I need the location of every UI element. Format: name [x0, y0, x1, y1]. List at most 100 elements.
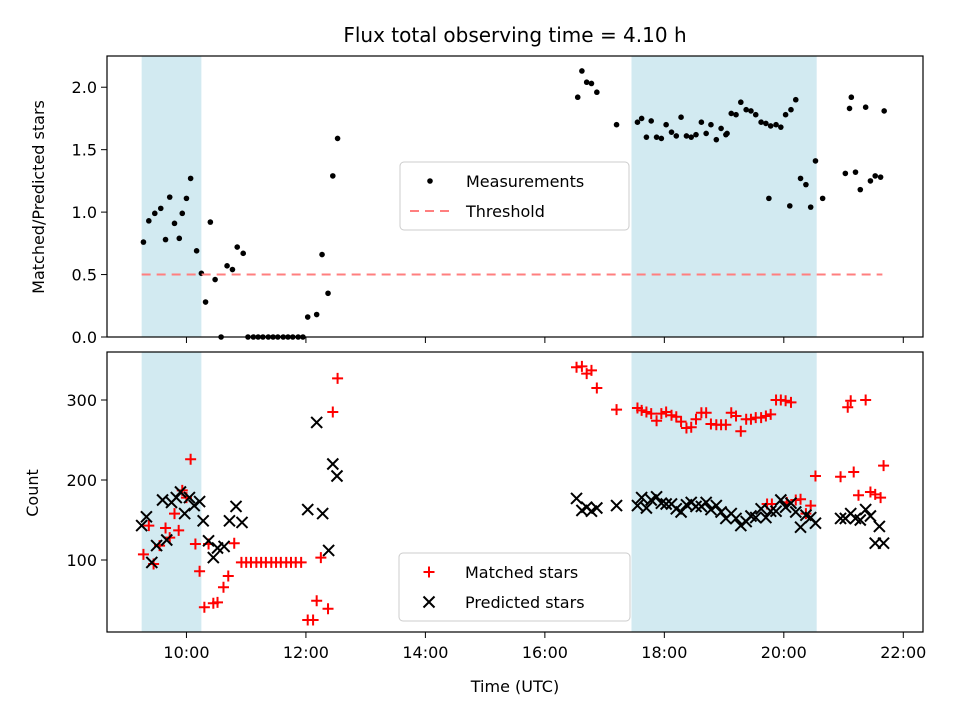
x-tick-label: 16:00 — [522, 643, 568, 662]
matched-stars-point — [645, 408, 657, 420]
measurements-point — [767, 123, 774, 129]
x-tick-label: 18:00 — [641, 643, 687, 662]
predicted-stars-point — [196, 514, 210, 528]
measurements-point — [280, 334, 287, 340]
matched-stars-point — [307, 614, 319, 626]
predicted-stars-point — [749, 511, 762, 524]
predicted-stars-point — [710, 499, 723, 512]
predicted-stars-point — [834, 512, 847, 525]
measurements-point — [867, 178, 874, 184]
measurements-point — [812, 158, 819, 164]
matched-stars-point — [322, 603, 334, 615]
measurements-point — [797, 175, 804, 182]
matched-stars-point — [651, 415, 663, 427]
measurements-point — [778, 124, 784, 130]
matched-stars-point — [640, 406, 652, 418]
measurements-point — [846, 105, 853, 112]
matched-stars-point — [327, 406, 339, 418]
measurements-point — [151, 210, 158, 217]
measurements-point — [245, 334, 251, 340]
matched-stars-point — [636, 404, 648, 416]
measurements-point — [193, 248, 200, 254]
matched-stars-point — [795, 493, 807, 505]
plot-frame — [106, 55, 924, 338]
predicted-stars-point — [659, 497, 673, 511]
matched-stars-point — [760, 410, 772, 422]
predicted-stars-point — [759, 511, 773, 524]
measurements-point — [728, 110, 735, 117]
predicted-stars-point — [729, 512, 743, 525]
legend-swatch-predicted-stars — [422, 595, 436, 609]
measurements-point — [224, 263, 230, 269]
measurements-point — [187, 175, 194, 182]
matched-stars-point — [842, 401, 854, 413]
measurements-point — [763, 120, 769, 127]
matched-stars-point — [765, 408, 777, 420]
x-tick-label: 20:00 — [761, 643, 807, 662]
predicted-stars-point — [310, 416, 323, 429]
y-tick-label: 100 — [66, 551, 97, 570]
matched-stars-point — [194, 565, 206, 577]
measurements-point — [207, 219, 214, 225]
legend-frame — [399, 161, 630, 231]
predicted-stars-point — [854, 513, 867, 527]
measurements-point — [773, 121, 779, 128]
measurements-point — [218, 334, 224, 340]
matched-stars-point — [848, 466, 860, 478]
predicted-stars-point — [635, 491, 648, 504]
matched-stars-point — [198, 601, 210, 613]
legend-swatch-measurements — [427, 178, 433, 184]
measurements-point — [255, 334, 261, 340]
predicted-stars-point — [640, 501, 653, 515]
matched-stars-point — [311, 595, 323, 607]
measurements-point — [718, 125, 724, 132]
measurements-point — [881, 108, 887, 114]
predicted-stars-point — [769, 504, 783, 518]
predicted-stars-point — [689, 500, 703, 513]
measurements-point — [663, 121, 669, 128]
predicted-stars-point — [809, 516, 822, 530]
matched-stars-point — [217, 581, 229, 593]
predicted-stars-point — [699, 496, 713, 509]
matched-stars-point — [591, 382, 603, 394]
measurements-point — [803, 181, 809, 188]
measurements-point — [708, 121, 714, 128]
matched-stars-point — [745, 413, 757, 425]
predicted-stars-point — [873, 520, 886, 533]
matched-stars-point — [576, 360, 588, 372]
legend: Measurements Threshold — [399, 161, 630, 231]
matched-stars-point — [845, 395, 857, 407]
measurements-point — [162, 236, 169, 243]
measurements-point — [792, 96, 799, 103]
y-tick-label: 300 — [66, 391, 97, 410]
measurements-point — [583, 79, 590, 86]
predicted-stars-point — [859, 503, 872, 516]
x-tick-label: 14:00 — [402, 643, 448, 662]
measurements-point — [289, 334, 296, 340]
y-tick-label: 0.0 — [72, 328, 97, 347]
measurements-point — [250, 334, 257, 340]
measurements-point — [265, 334, 272, 340]
predicted-stars-point — [794, 520, 807, 534]
measurements-point — [713, 136, 720, 143]
measurements-point — [782, 111, 789, 118]
plot-frame — [106, 351, 924, 633]
matched-stars-point — [666, 409, 678, 421]
measurements-point — [733, 111, 739, 118]
predicted-stars-point — [229, 500, 243, 513]
measurements-point — [212, 276, 218, 283]
predicted-stars-point — [714, 505, 728, 519]
measurements-point — [325, 290, 331, 297]
predicted-stars-point — [610, 499, 623, 512]
measurements-point — [304, 314, 311, 320]
measurements-point — [157, 205, 164, 212]
measurements-point — [724, 130, 730, 137]
measurements-point — [668, 129, 675, 135]
matched-stars-point — [735, 425, 747, 437]
measurements-point — [260, 334, 266, 340]
predicted-stars-point — [764, 504, 777, 518]
highlight-band — [631, 352, 817, 632]
matched-stars-point — [878, 460, 890, 472]
predicted-stars-point — [140, 510, 153, 524]
measurements-point — [166, 194, 173, 200]
